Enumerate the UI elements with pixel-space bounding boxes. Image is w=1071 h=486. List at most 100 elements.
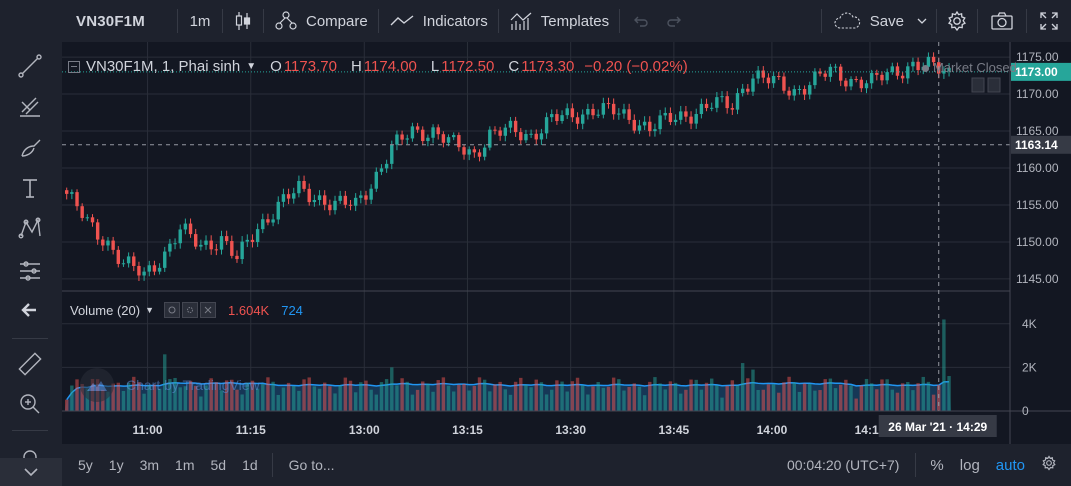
candle-body: [560, 115, 564, 122]
scroll-down-icon: [987, 77, 1001, 93]
zoom-in-icon[interactable]: [12, 386, 48, 422]
settings-button[interactable]: [937, 0, 977, 42]
candle-body: [766, 77, 771, 84]
symbol-search-button[interactable]: VN30F1M: [62, 0, 177, 42]
price-chart[interactable]: 1175.00 1170.00 1165.00 1160.00 1155.00 1150.…: [62, 42, 1071, 444]
volume-bar: [864, 378, 869, 411]
auto-toggle[interactable]: auto: [995, 456, 1025, 474]
volume-bar: [75, 379, 79, 411]
clock-label[interactable]: 00:04:20 (UTC+7): [786, 457, 900, 473]
ruler-icon[interactable]: [12, 346, 48, 382]
close-icon[interactable]: [200, 302, 217, 318]
range-1d-button[interactable]: 1d: [242, 457, 258, 473]
volume-bar: [869, 383, 874, 411]
candle-body: [926, 56, 931, 67]
volume-bar: [648, 381, 652, 411]
candle-body: [777, 76, 781, 78]
gear-icon[interactable]: [182, 302, 199, 318]
candle-body: [632, 119, 636, 131]
candle-body: [735, 93, 740, 110]
indicators-button[interactable]: Indicators: [379, 0, 498, 42]
collapse-legend-icon[interactable]: [68, 60, 80, 73]
candle-body: [875, 73, 879, 75]
gear-icon: [948, 10, 966, 32]
main-series-legend[interactable]: VN30F1M, 1, Phai sinh ▼ O 1173.70 H 1174…: [68, 58, 688, 75]
legend-caret-icon[interactable]: ▼: [246, 61, 257, 72]
gear-icon[interactable]: [1033, 455, 1071, 475]
range-1m-button[interactable]: 1m: [175, 457, 195, 473]
magnet-icon[interactable]: [12, 440, 48, 476]
snapshot-button[interactable]: [978, 0, 1026, 42]
candle-body: [854, 78, 858, 80]
candle-body: [544, 117, 549, 134]
volume-bar: [637, 386, 642, 411]
candle-body: [684, 111, 688, 117]
tradingview-watermark[interactable]: Chart by TradingView: [80, 368, 260, 402]
compare-button[interactable]: Compare: [264, 0, 378, 42]
redo-button[interactable]: [660, 0, 690, 42]
candle-body: [302, 180, 306, 189]
brush-icon[interactable]: [12, 130, 48, 166]
fib-retracement-icon[interactable]: [12, 88, 48, 124]
interval-button[interactable]: 1m: [178, 0, 222, 42]
volume-bar: [570, 381, 575, 411]
eye-icon[interactable]: [164, 302, 181, 318]
cloud-icon: [834, 12, 860, 29]
volume-bar: [65, 399, 69, 411]
back-arrow-icon[interactable]: [12, 292, 48, 328]
templates-button[interactable]: Templates: [499, 0, 619, 42]
text-icon[interactable]: [12, 170, 48, 206]
save-button[interactable]: Save: [822, 0, 908, 42]
volume-bar: [292, 386, 296, 411]
volume-bar: [622, 390, 626, 411]
log-toggle[interactable]: log: [959, 456, 980, 474]
undo-button[interactable]: [620, 0, 660, 42]
volume-legend-caret-icon[interactable]: ▼: [145, 305, 155, 315]
volume-bar: [808, 383, 812, 411]
volume-bar: [307, 377, 311, 411]
volume-legend-tools: [164, 302, 218, 318]
volume-bar: [482, 379, 487, 411]
prediction-icon[interactable]: [12, 252, 48, 288]
volume-bar: [173, 377, 177, 411]
save-menu-button[interactable]: [908, 0, 936, 42]
volume-bar: [813, 390, 817, 411]
volume-bar: [715, 385, 719, 411]
candle-body: [194, 234, 198, 247]
volume-bar: [828, 378, 833, 411]
volume-bar: [508, 394, 513, 411]
percent-toggle[interactable]: %: [930, 456, 944, 474]
candle-body: [787, 90, 791, 96]
range-5y-button[interactable]: 5y: [78, 457, 93, 473]
volume-bar: [617, 379, 621, 411]
candle-body: [292, 193, 296, 199]
range-5d-button[interactable]: 5d: [210, 457, 227, 473]
volume-bar: [777, 392, 781, 411]
chart-style-button[interactable]: [223, 0, 263, 42]
volume-bar: [735, 385, 740, 411]
candle-body: [606, 103, 611, 105]
toolbar-divider: [497, 9, 499, 33]
price-tick-label: 1155.00: [1016, 198, 1059, 212]
candle-body: [575, 117, 580, 124]
volume-legend[interactable]: Volume (20) ▼ 1.604K 724: [70, 302, 303, 318]
candle-body: [276, 201, 280, 220]
range-3m-button[interactable]: 3m: [139, 457, 160, 473]
volume-bar: [921, 376, 925, 411]
pattern-icon[interactable]: [12, 210, 48, 246]
candle-body: [359, 195, 363, 198]
chart-area[interactable]: 1175.00 1170.00 1165.00 1160.00 1155.00 1150.…: [62, 42, 1071, 444]
volume-bar: [751, 369, 755, 411]
candle-body: [931, 56, 936, 63]
chevron-down-icon[interactable]: [0, 458, 62, 486]
goto-button[interactable]: Go to...: [288, 457, 335, 473]
candle-body: [80, 206, 84, 218]
volume-bar: [493, 384, 497, 411]
fullscreen-button[interactable]: [1027, 0, 1071, 42]
candle-body: [85, 217, 90, 219]
volume-bar: [689, 379, 693, 411]
trend-line-icon[interactable]: [12, 48, 48, 84]
candle-body: [209, 240, 213, 250]
candle-body: [488, 129, 492, 148]
range-1y-button[interactable]: 1y: [108, 457, 124, 473]
